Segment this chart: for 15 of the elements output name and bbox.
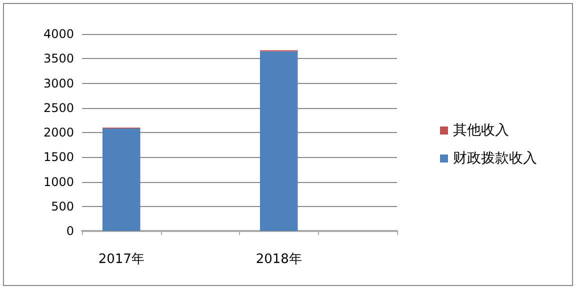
bar — [102, 128, 140, 231]
y-tick-label: 4000 — [43, 27, 74, 41]
y-tick-label: 3000 — [43, 76, 74, 90]
y-tick-label: 3500 — [43, 52, 74, 66]
x-tick-label: 2018年 — [256, 252, 302, 267]
legend-label: 财政拨款收入 — [453, 150, 537, 166]
y-tick-label: 2000 — [43, 126, 74, 140]
y-tick-label: 0 — [66, 224, 74, 238]
y-tick-label: 1000 — [43, 174, 74, 189]
bar — [260, 51, 298, 231]
x-tick-label: 2017年 — [98, 252, 144, 267]
y-tick-label: 2500 — [43, 100, 74, 115]
legend-label: 其他收入 — [453, 122, 509, 138]
y-tick-label: 500 — [51, 199, 74, 214]
y-tick-label: 1500 — [43, 150, 74, 164]
